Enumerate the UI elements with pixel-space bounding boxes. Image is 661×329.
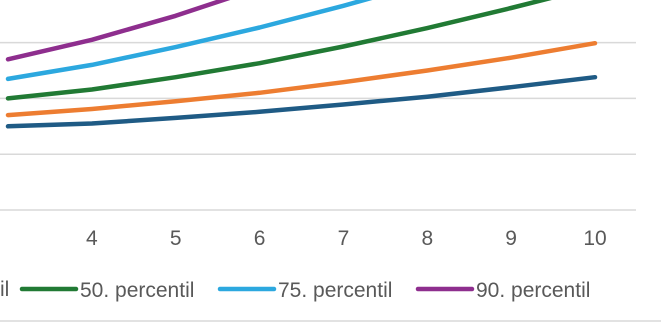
series-line-1 [5, 74, 598, 129]
x-tick-label: 7 [338, 227, 350, 250]
legend-label-3: 50. percentil [80, 279, 194, 302]
legend-partial-label: il [0, 278, 9, 301]
x-tick-label: 4 [86, 227, 98, 250]
x-tick-label: 5 [170, 227, 182, 250]
x-tick-label: 9 [505, 227, 517, 250]
legend-label-4: 75. percentil [278, 279, 392, 302]
series-line-2 [5, 40, 598, 118]
x-axis-ticks: 4 5 6 7 8 9 10 [86, 227, 607, 250]
gridlines [0, 41, 636, 211]
legend: il 50. percentil 75. percentil 90. percenti… [0, 278, 590, 302]
x-tick-label: 6 [254, 227, 266, 250]
series-line-3 [5, 0, 552, 101]
x-tick-label: 8 [421, 227, 433, 250]
series-line-4 [5, 0, 373, 82]
series-lines [5, 0, 598, 129]
x-tick-label: 10 [583, 227, 606, 250]
series-line-5 [5, 0, 231, 62]
legend-label-5: 90. percentil [476, 279, 590, 302]
